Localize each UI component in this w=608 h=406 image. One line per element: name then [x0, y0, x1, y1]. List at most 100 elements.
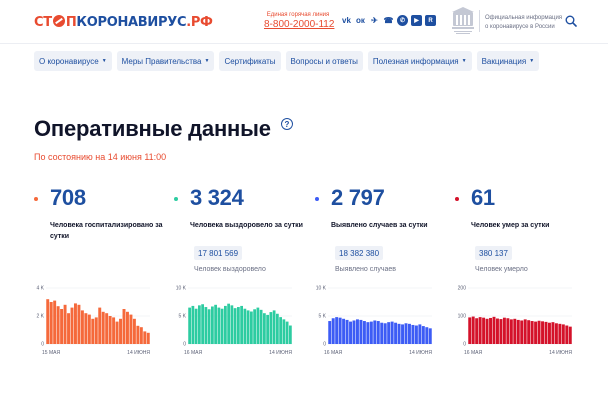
chart-bar[interactable] — [227, 303, 231, 344]
chart-bar[interactable] — [146, 332, 150, 344]
chart-bar[interactable] — [502, 317, 506, 344]
chart-bar[interactable] — [240, 305, 244, 344]
chart-bar[interactable] — [335, 317, 339, 344]
chart-bar[interactable] — [80, 310, 84, 344]
chart-bar[interactable] — [246, 310, 250, 344]
chart-bar[interactable] — [119, 318, 123, 344]
chart-bar[interactable] — [217, 307, 221, 344]
chart-bar[interactable] — [328, 321, 332, 344]
chart-bar[interactable] — [91, 318, 95, 344]
chart-bar[interactable] — [537, 320, 541, 344]
youtube-icon[interactable]: ▶ — [411, 15, 422, 26]
odnoklassniki-icon[interactable]: ок — [356, 16, 365, 25]
chart-bar[interactable] — [352, 320, 356, 344]
chart-bar[interactable] — [471, 316, 475, 344]
chart-bar[interactable] — [568, 326, 572, 344]
chart-bar[interactable] — [188, 307, 192, 344]
chart-bar[interactable] — [387, 322, 391, 344]
whatsapp-icon[interactable]: ✆ — [397, 15, 408, 26]
chart-bar[interactable] — [366, 322, 370, 344]
chart-bar[interactable] — [56, 306, 60, 344]
chart-bar[interactable] — [282, 319, 286, 344]
chart-bar[interactable] — [214, 304, 218, 344]
chart-bar[interactable] — [53, 300, 57, 344]
chart-bar[interactable] — [495, 318, 499, 344]
nav-item-6[interactable]: Вакцинация ▼ — [476, 51, 540, 71]
chart-bar[interactable] — [87, 314, 91, 344]
chart-bar[interactable] — [485, 318, 489, 344]
chart-bar[interactable] — [236, 307, 240, 344]
chart-bar[interactable] — [122, 309, 126, 344]
chart-bar[interactable] — [139, 327, 143, 344]
chart-bar[interactable] — [223, 305, 227, 344]
chart-bar[interactable] — [269, 312, 273, 344]
chart-bar[interactable] — [541, 321, 545, 344]
chart-bar[interactable] — [359, 319, 363, 344]
chart-bar[interactable] — [376, 321, 380, 344]
chart-bar[interactable] — [201, 304, 205, 344]
chart-bar[interactable] — [468, 317, 472, 344]
chart-bar[interactable] — [331, 318, 335, 344]
chart-bar[interactable] — [345, 319, 349, 344]
nav-item-2[interactable]: Меры Правительства ▼ — [116, 51, 215, 71]
chart-bar[interactable] — [551, 322, 555, 344]
chart-bar[interactable] — [98, 307, 102, 344]
chart-bar[interactable] — [191, 305, 195, 344]
chart-bar[interactable] — [554, 323, 558, 344]
chart-bar[interactable] — [513, 318, 517, 344]
chart-bar[interactable] — [499, 319, 503, 344]
chart-bar[interactable] — [373, 320, 377, 344]
chart-bar[interactable] — [520, 320, 524, 344]
chart-bar[interactable] — [272, 310, 276, 344]
chart-bar[interactable] — [67, 313, 71, 344]
chart-bar[interactable] — [527, 320, 531, 344]
chart-bar[interactable] — [482, 317, 486, 344]
viber-icon[interactable]: ☎ — [383, 16, 394, 25]
chart-bar[interactable] — [394, 322, 398, 344]
chart-bar[interactable] — [77, 304, 81, 344]
chart-bar[interactable] — [60, 309, 64, 344]
chart-bar[interactable] — [210, 306, 214, 344]
chart-bar[interactable] — [136, 325, 140, 344]
chart-bar[interactable] — [143, 331, 147, 344]
chart-bar[interactable] — [425, 327, 429, 344]
chart-bar[interactable] — [475, 318, 479, 344]
chart-bar[interactable] — [383, 323, 387, 344]
chart-bar[interactable] — [561, 324, 565, 344]
chart-bar[interactable] — [46, 299, 50, 344]
help-icon[interactable]: ? — [281, 118, 293, 130]
chart-bar[interactable] — [207, 309, 211, 344]
chart-bar[interactable] — [204, 307, 208, 344]
chart-bar[interactable] — [230, 305, 234, 344]
chart-bar[interactable] — [369, 321, 373, 344]
chart-bar[interactable] — [401, 324, 405, 344]
search-icon[interactable] — [565, 15, 577, 27]
chart-bar[interactable] — [523, 319, 527, 344]
chart-bar[interactable] — [132, 318, 136, 344]
chart-bar[interactable] — [129, 314, 133, 344]
chart-bar[interactable] — [197, 305, 201, 344]
chart-bar[interactable] — [342, 318, 346, 344]
chart-bar[interactable] — [84, 313, 88, 344]
chart-bar[interactable] — [108, 316, 112, 344]
chart-bar[interactable] — [558, 323, 562, 344]
chart-bar[interactable] — [516, 319, 520, 344]
chart-bar[interactable] — [428, 328, 432, 344]
vk-icon[interactable]: vk — [342, 16, 351, 25]
chart-bar[interactable] — [404, 323, 408, 344]
chart-bar[interactable] — [534, 321, 538, 344]
chart-bar[interactable] — [249, 311, 253, 344]
chart-bar[interactable] — [256, 307, 260, 344]
chart-bar[interactable] — [279, 317, 283, 344]
chart-bar[interactable] — [349, 321, 353, 344]
chart-bar[interactable] — [288, 325, 292, 344]
chart-bar[interactable] — [565, 325, 569, 344]
chart-bar[interactable] — [338, 317, 342, 344]
chart-bar[interactable] — [73, 303, 77, 344]
chart-bar[interactable] — [259, 309, 263, 344]
chart-bar[interactable] — [478, 317, 482, 344]
rutube-icon[interactable]: R — [425, 15, 436, 26]
chart-bar[interactable] — [94, 317, 98, 344]
chart-bar[interactable] — [411, 324, 415, 344]
chart-bar[interactable] — [489, 317, 493, 344]
